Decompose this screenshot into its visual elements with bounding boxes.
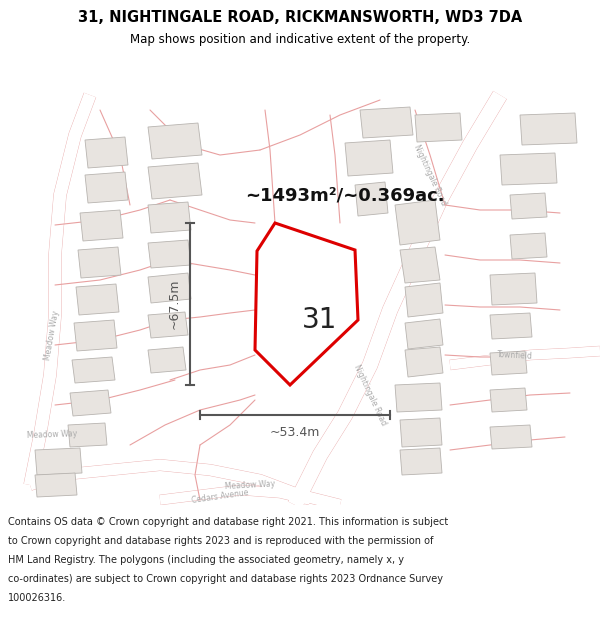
Polygon shape [490,425,532,449]
Polygon shape [520,113,577,145]
Polygon shape [72,357,115,383]
Text: HM Land Registry. The polygons (including the associated geometry, namely x, y: HM Land Registry. The polygons (includin… [8,555,404,565]
Polygon shape [510,233,547,259]
Polygon shape [85,137,128,168]
Polygon shape [400,448,442,475]
Polygon shape [400,418,442,447]
Text: Map shows position and indicative extent of the property.: Map shows position and indicative extent… [130,32,470,46]
Polygon shape [80,210,123,241]
Text: Nightingale Road: Nightingale Road [412,143,448,207]
Text: 31: 31 [302,306,338,334]
Polygon shape [148,240,191,268]
Polygon shape [148,163,202,199]
Polygon shape [395,200,440,245]
Text: Meadow Way: Meadow Way [26,429,77,441]
Polygon shape [74,320,117,351]
Polygon shape [68,423,107,447]
Text: 100026316.: 100026316. [8,593,66,603]
Polygon shape [148,123,202,159]
Text: Cedars Avenue: Cedars Avenue [191,489,249,506]
Polygon shape [355,182,388,216]
Polygon shape [148,347,186,373]
Text: co-ordinates) are subject to Crown copyright and database rights 2023 Ordnance S: co-ordinates) are subject to Crown copyr… [8,574,443,584]
Polygon shape [345,140,393,176]
Polygon shape [490,273,537,305]
Polygon shape [70,390,111,416]
Polygon shape [490,388,527,412]
Polygon shape [148,273,191,303]
Polygon shape [490,351,527,375]
Polygon shape [400,247,440,283]
Polygon shape [360,107,413,138]
Polygon shape [405,319,443,349]
Text: Nightingale Road: Nightingale Road [352,363,388,427]
Text: Meadow Way: Meadow Way [224,479,275,491]
Polygon shape [148,202,191,233]
Polygon shape [85,172,128,203]
Polygon shape [500,153,557,185]
Polygon shape [395,383,442,412]
Polygon shape [78,247,121,278]
Polygon shape [405,347,443,377]
Polygon shape [415,113,462,142]
Polygon shape [490,313,532,339]
Text: to Crown copyright and database rights 2023 and is reproduced with the permissio: to Crown copyright and database rights 2… [8,536,433,546]
Polygon shape [405,283,443,317]
Text: Townfield: Townfield [497,349,533,361]
Polygon shape [35,473,77,497]
Text: ~67.5m: ~67.5m [167,279,181,329]
Text: 31, NIGHTINGALE ROAD, RICKMANSWORTH, WD3 7DA: 31, NIGHTINGALE ROAD, RICKMANSWORTH, WD3… [78,9,522,24]
Text: Meadow Way: Meadow Way [43,309,61,361]
Text: ~53.4m: ~53.4m [270,426,320,439]
Polygon shape [76,284,119,315]
Text: Contains OS data © Crown copyright and database right 2021. This information is : Contains OS data © Crown copyright and d… [8,517,448,527]
Polygon shape [148,312,188,338]
Text: ~1493m²/~0.369ac.: ~1493m²/~0.369ac. [245,186,445,204]
Polygon shape [510,193,547,219]
Polygon shape [35,448,82,475]
